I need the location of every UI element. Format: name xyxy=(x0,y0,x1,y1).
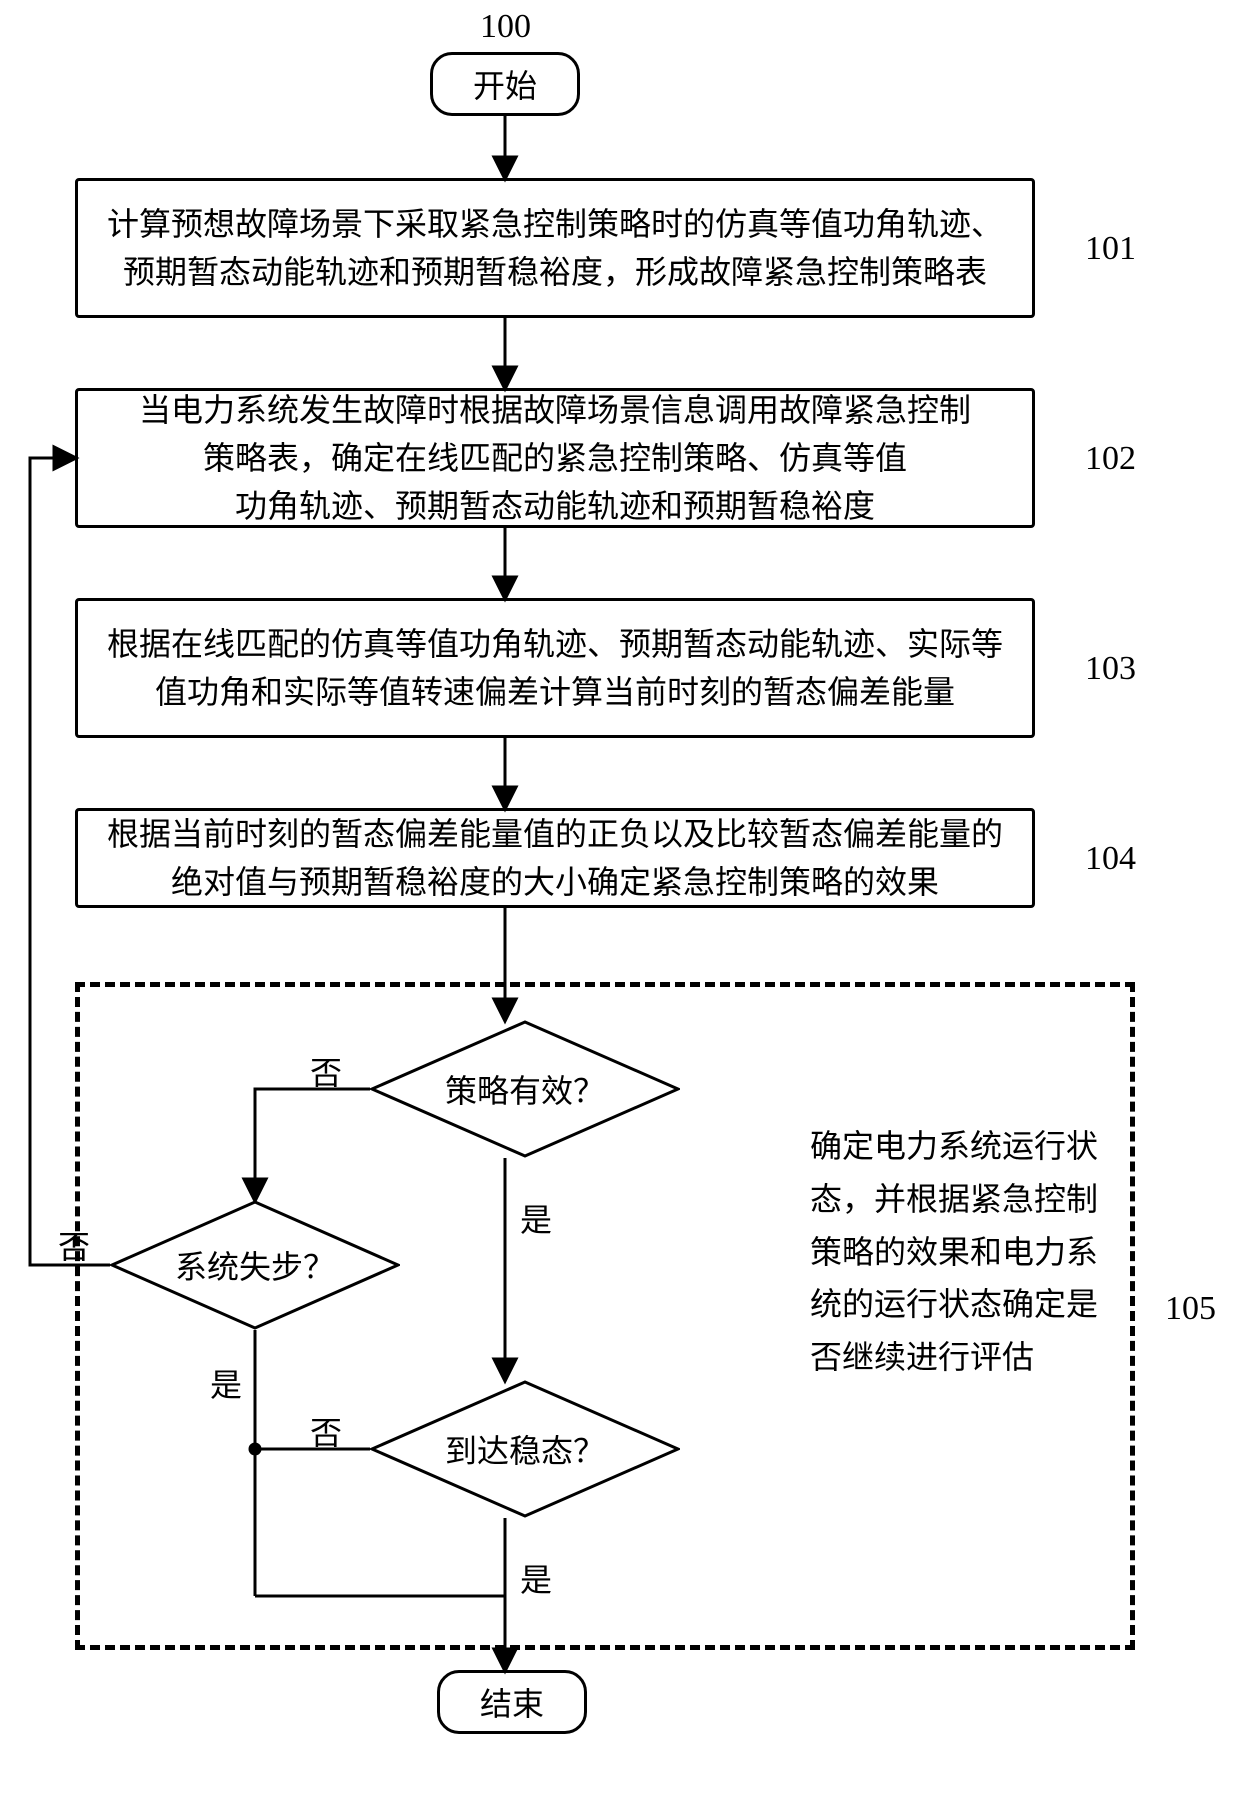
step-number-104: 104 xyxy=(1085,840,1136,878)
edge-label-no: 否 xyxy=(310,1408,342,1454)
edge-label-no: 否 xyxy=(310,1048,342,1094)
process-101: 计算预想故障场景下采取紧急控制策略时的仿真等值功角轨迹、预期暂态动能轨迹和预期暂… xyxy=(75,178,1035,318)
process-103-text: 根据在线匹配的仿真等值功角轨迹、预期暂态动能轨迹、实际等值功角和实际等值转速偏差… xyxy=(98,620,1012,716)
end-label: 结束 xyxy=(480,1679,544,1725)
step-105-description: 确定电力系统运行状态，并根据紧急控制策略的效果和电力系统的运行状态确定是否继续进… xyxy=(810,1120,1100,1384)
step-number-100: 100 xyxy=(480,8,531,46)
process-103: 根据在线匹配的仿真等值功角轨迹、预期暂态动能轨迹、实际等值功角和实际等值转速偏差… xyxy=(75,598,1035,738)
edge-label-yes: 是 xyxy=(210,1360,242,1406)
step-number-102: 102 xyxy=(1085,440,1136,478)
d1-label: 策略有效？ xyxy=(445,1066,605,1112)
d2-label: 系统失步？ xyxy=(175,1242,335,1288)
start-node: 开始 xyxy=(430,52,580,116)
edge-label-yes: 是 xyxy=(520,1195,552,1241)
p102-l3: 功角轨迹、预期暂态动能轨迹和预期暂稳裕度 xyxy=(235,488,875,524)
process-102: 当电力系统发生故障时根据故障场景信息调用故障紧急控制 策略表，确定在线匹配的紧急… xyxy=(75,388,1035,528)
decision-reached-steady-state: 到达稳态？ xyxy=(370,1380,680,1518)
process-104-text: 根据当前时刻的暂态偏差能量值的正负以及比较暂态偏差能量的绝对值与预期暂稳裕度的大… xyxy=(98,810,1012,906)
step-number-101: 101 xyxy=(1085,230,1136,268)
d3-label: 到达稳态？ xyxy=(445,1426,605,1472)
step-number-103: 103 xyxy=(1085,650,1136,688)
end-node: 结束 xyxy=(437,1670,587,1734)
decision-system-out-of-step: 系统失步？ xyxy=(110,1200,400,1330)
process-101-text: 计算预想故障场景下采取紧急控制策略时的仿真等值功角轨迹、预期暂态动能轨迹和预期暂… xyxy=(98,200,1012,296)
step-number-105: 105 xyxy=(1165,1290,1216,1328)
process-102-text: 当电力系统发生故障时根据故障场景信息调用故障紧急控制 策略表，确定在线匹配的紧急… xyxy=(139,386,971,530)
edge-label-yes: 是 xyxy=(520,1555,552,1601)
p102-l1: 当电力系统发生故障时根据故障场景信息调用故障紧急控制 xyxy=(139,392,971,428)
start-label: 开始 xyxy=(473,61,537,107)
flowchart-canvas: 开始 100 计算预想故障场景下采取紧急控制策略时的仿真等值功角轨迹、预期暂态动… xyxy=(0,0,1240,1812)
process-104: 根据当前时刻的暂态偏差能量值的正负以及比较暂态偏差能量的绝对值与预期暂稳裕度的大… xyxy=(75,808,1035,908)
decision-strategy-effective: 策略有效？ xyxy=(370,1020,680,1158)
edge-label-no: 否 xyxy=(58,1222,90,1268)
p102-l2: 策略表，确定在线匹配的紧急控制策略、仿真等值 xyxy=(203,440,907,476)
